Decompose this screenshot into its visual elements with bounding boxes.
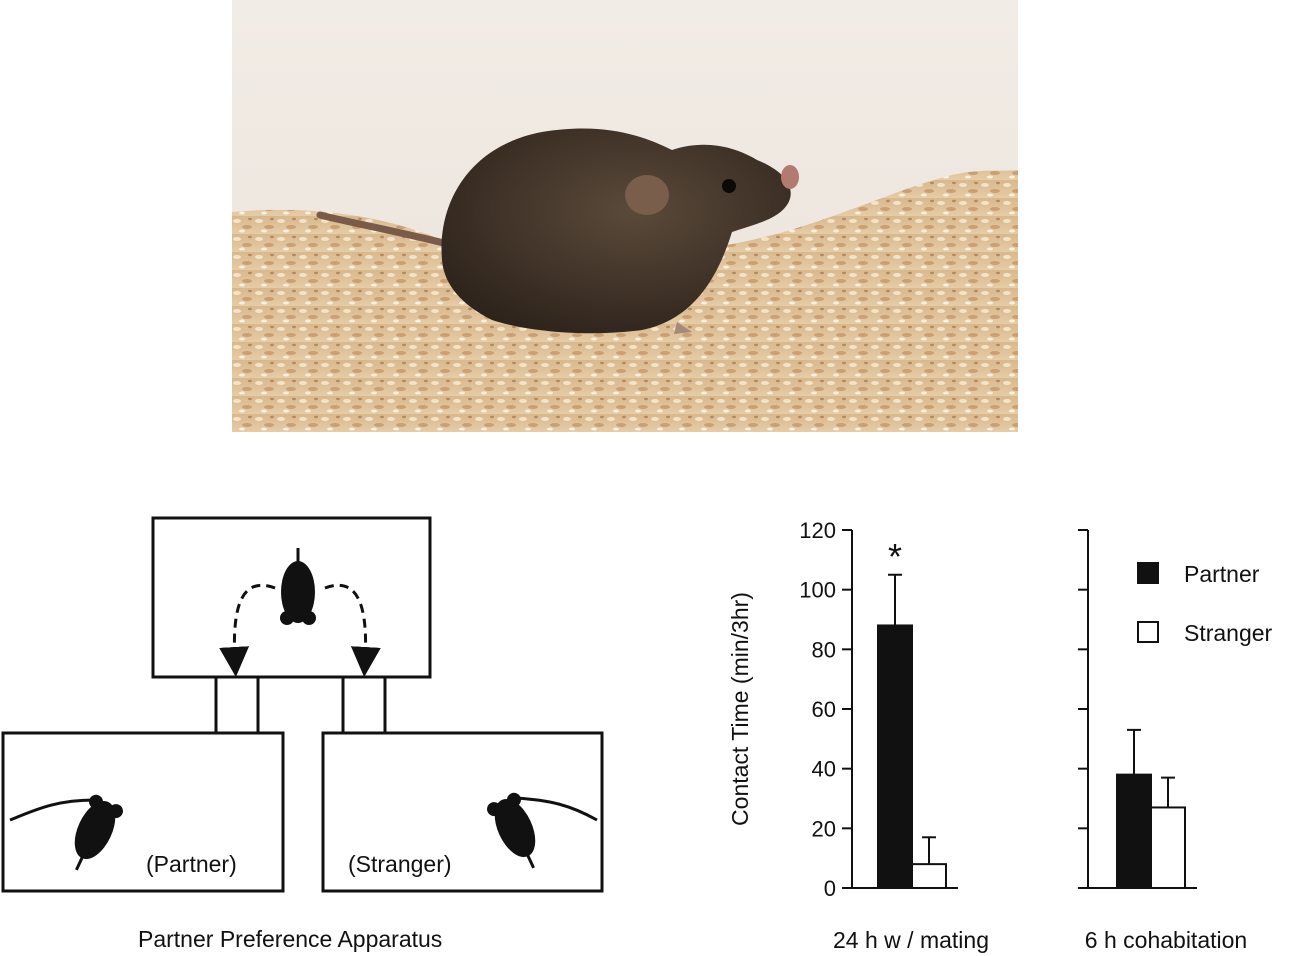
partner-vole-icon [58, 790, 127, 879]
legend-swatch-partner [1137, 562, 1159, 584]
bar-partner [877, 624, 913, 889]
partner-chamber [1, 731, 285, 893]
group-label: 6 h cohabitation [1085, 927, 1247, 953]
y-tick-label: 80 [812, 637, 836, 662]
left-dashed-arrow [219, 583, 276, 677]
y-tick-label: 120 [799, 518, 836, 543]
stranger-label: (Stranger) [348, 851, 452, 877]
vole-foot [674, 322, 692, 334]
vole-eye [722, 179, 736, 193]
vole-nose [781, 165, 799, 189]
group-label: 24 h w / mating [833, 927, 989, 953]
apparatus-diagram: (Partner) (Stranger) [1, 516, 604, 893]
y-tick-label: 60 [812, 697, 836, 722]
y-tick-label: 100 [799, 578, 836, 603]
legend-label-stranger: Stranger [1184, 620, 1273, 646]
significance-marker: * [888, 536, 902, 577]
bar-stranger [911, 863, 947, 889]
right-dashed-arrow [324, 583, 381, 677]
left-tube [214, 675, 260, 735]
bar-stranger [1150, 806, 1186, 890]
partner-label: (Partner) [146, 851, 237, 877]
y-tick-label: 20 [812, 816, 836, 841]
y-axis-label: Contact Time (min/3hr) [727, 592, 753, 826]
y-tick-label: 0 [824, 876, 836, 901]
vole-body [441, 128, 791, 334]
vole-tail [316, 211, 456, 249]
diagram-caption: Partner Preference Apparatus [138, 926, 443, 952]
stranger-vole-icon [483, 788, 552, 877]
center-chamber [151, 516, 432, 679]
right-tube [341, 675, 387, 735]
legend-label-partner: Partner [1184, 561, 1260, 587]
y-tick-label: 40 [812, 757, 836, 782]
partner-vole-tail [9, 798, 96, 822]
vole-photo [232, 0, 1018, 432]
center-vole-icon [278, 546, 318, 627]
bar-partner [1116, 773, 1152, 889]
stranger-chamber [321, 731, 604, 893]
legend-swatch-stranger [1137, 621, 1159, 643]
vole-ear [625, 175, 669, 215]
stranger-vole-tail [514, 796, 598, 822]
contact-time-chart: 0 20 40 60 80 100 120 Partner Stranger Contact … [727, 518, 1273, 953]
